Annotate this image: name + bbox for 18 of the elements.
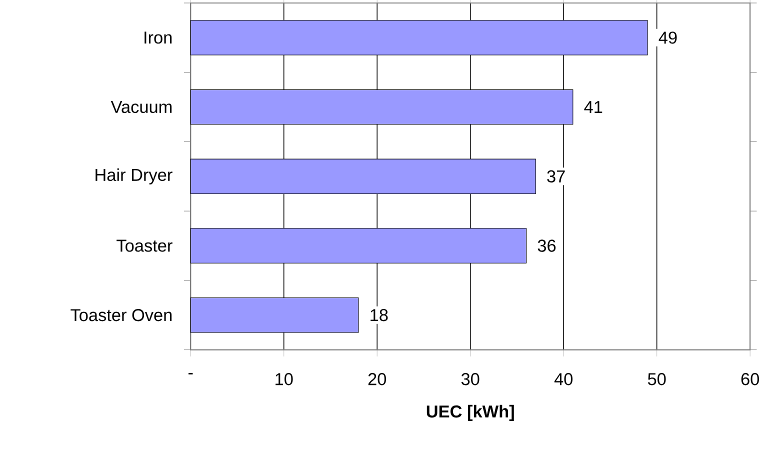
data-label: 18 [370,308,388,322]
x-tick-label: 60 [741,372,760,386]
x-tick-label: 50 [648,372,666,386]
data-label: 49 [658,31,677,44]
data-label: 37 [547,170,565,182]
data-label: 41 [584,101,602,113]
x-tick-label: 20 [368,372,386,386]
x-tick-label: 30 [461,372,480,386]
x-tick-label: 10 [276,372,293,386]
y-tick-label: Iron [144,32,172,44]
x-tick-label: 40 [554,372,573,386]
x-tick-label: - [188,372,193,374]
data-label: 36 [538,240,556,252]
x-axis-title: UEC [kWh] [426,404,514,421]
y-tick-label: Hair Dryer [96,168,172,184]
y-tick-label: Vacuum [110,100,172,113]
y-tick-label: Toaster Oven [70,308,172,322]
y-tick-label: Toaster [116,240,172,252]
